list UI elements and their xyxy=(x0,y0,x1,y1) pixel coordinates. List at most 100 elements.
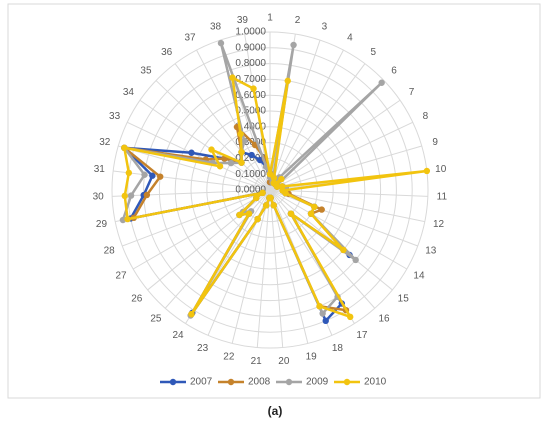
category-label: 17 xyxy=(356,330,368,341)
data-point xyxy=(282,189,289,197)
spoke xyxy=(174,63,271,191)
data-point xyxy=(340,246,347,254)
legend-label: 2007 xyxy=(190,377,213,388)
legend-marker xyxy=(227,378,235,386)
category-label: 12 xyxy=(433,219,445,230)
category-label: 6 xyxy=(391,65,397,76)
category-label: 27 xyxy=(115,271,127,282)
legend-label: 2009 xyxy=(306,377,329,388)
spoke xyxy=(269,189,284,348)
data-point xyxy=(188,149,195,156)
data-point xyxy=(318,206,325,213)
data-point xyxy=(217,39,225,47)
radial-tick-label: 0.0000 xyxy=(235,185,266,196)
category-label: 37 xyxy=(185,32,197,43)
spoke xyxy=(269,189,376,309)
data-point xyxy=(319,310,326,317)
data-point xyxy=(216,163,224,170)
data-point xyxy=(188,310,195,318)
radial-tick-label: 0.2000 xyxy=(235,153,266,164)
spoke xyxy=(269,145,422,191)
data-point xyxy=(238,148,245,156)
category-label: 34 xyxy=(123,87,135,98)
spoke xyxy=(269,189,425,223)
data-point xyxy=(227,159,235,167)
spoke xyxy=(269,189,393,291)
category-label: 14 xyxy=(413,271,425,282)
category-label: 7 xyxy=(409,87,415,98)
spoke xyxy=(112,189,271,197)
spoke xyxy=(139,99,271,191)
data-point xyxy=(208,146,215,153)
category-label: 2 xyxy=(295,15,301,26)
data-point xyxy=(322,317,329,325)
legend-marker xyxy=(343,378,351,386)
spoke xyxy=(231,189,271,344)
radial-tick-label: 0.7000 xyxy=(235,74,266,85)
spoke xyxy=(196,49,271,191)
category-label: 33 xyxy=(109,111,121,122)
data-point xyxy=(266,194,273,202)
spoke xyxy=(269,49,344,191)
spoke xyxy=(269,189,408,270)
category-label: 26 xyxy=(131,293,143,304)
data-point xyxy=(352,256,359,264)
spoke xyxy=(269,189,309,344)
category-label: 8 xyxy=(423,111,429,122)
data-point xyxy=(254,215,261,223)
spoke xyxy=(269,189,418,247)
category-label: 11 xyxy=(437,192,448,203)
data-point xyxy=(237,130,244,138)
category-label: 36 xyxy=(161,47,173,58)
data-point xyxy=(263,202,270,209)
category-label: 13 xyxy=(425,246,437,257)
data-point xyxy=(316,303,323,310)
radial-tick-label: 0.1000 xyxy=(235,169,266,180)
spoke xyxy=(269,121,413,191)
chart-frame xyxy=(7,3,541,399)
radial-tick-label: 0.5000 xyxy=(235,106,266,117)
data-point xyxy=(245,210,253,217)
category-label: 23 xyxy=(197,343,209,354)
category-label: 1 xyxy=(267,13,273,24)
category-label: 32 xyxy=(99,137,111,148)
caption: (a) xyxy=(268,404,283,418)
spoke xyxy=(118,145,271,191)
spoke xyxy=(256,189,271,348)
data-point xyxy=(423,167,431,175)
legend-label: 2008 xyxy=(248,377,271,388)
category-label: 28 xyxy=(104,246,116,257)
data-point xyxy=(307,210,315,217)
data-point xyxy=(229,74,236,81)
category-label: 19 xyxy=(306,352,318,363)
spoke xyxy=(269,189,428,197)
data-point xyxy=(270,174,278,182)
spoke xyxy=(269,39,321,191)
radial-tick-label: 1.0000 xyxy=(235,27,266,38)
data-point xyxy=(127,192,135,199)
category-label: 38 xyxy=(210,21,222,32)
data-point xyxy=(143,191,151,199)
legend-label: 2010 xyxy=(364,377,387,388)
data-point xyxy=(253,194,260,202)
data-point xyxy=(241,137,248,145)
spoke xyxy=(132,189,271,270)
data-point xyxy=(149,172,156,179)
spoke xyxy=(269,63,366,191)
data-point xyxy=(284,77,291,85)
category-label: 22 xyxy=(223,352,235,363)
data-point xyxy=(124,215,131,223)
category-label: 9 xyxy=(432,137,438,148)
data-point xyxy=(256,156,264,164)
category-label: 16 xyxy=(378,313,390,324)
radial-tick-label: 0.6000 xyxy=(235,90,266,101)
category-label: 20 xyxy=(278,356,290,367)
radial-tick-label: 0.8000 xyxy=(235,58,266,69)
data-point xyxy=(121,192,128,200)
spoke xyxy=(122,189,271,247)
data-point xyxy=(290,41,297,49)
data-point xyxy=(259,189,266,197)
data-point xyxy=(266,171,274,178)
legend-marker xyxy=(285,378,293,386)
data-point xyxy=(248,151,255,159)
